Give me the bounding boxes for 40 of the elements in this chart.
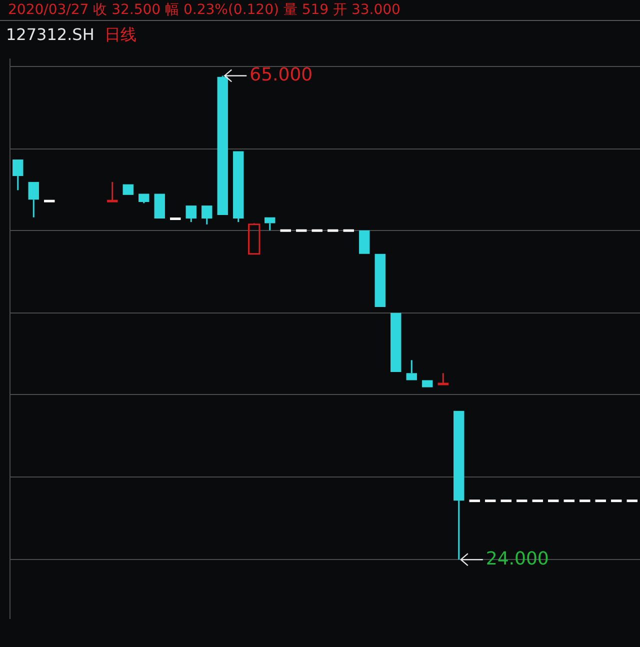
- candlestick: [217, 74, 228, 215]
- candlestick: [328, 229, 338, 232]
- candlestick: [626, 500, 638, 502]
- text: 日线: [104, 25, 136, 44]
- candlestick: [359, 230, 370, 254]
- chart-title: 127312.SH: [6, 25, 94, 44]
- candlestick: [122, 184, 134, 195]
- candlestick: [438, 372, 448, 386]
- candlestick: [312, 229, 322, 232]
- candlestick: [595, 500, 606, 502]
- candlestick: [343, 229, 354, 232]
- candlestick: [485, 500, 496, 502]
- candlestick: [280, 229, 291, 232]
- candlestick: [548, 500, 559, 502]
- candlestick: [406, 359, 417, 380]
- annotation: 65.000: [250, 64, 313, 86]
- candlestick: [469, 500, 480, 502]
- candlestick: [532, 500, 543, 502]
- candlestick: [233, 151, 244, 223]
- candlestick: [564, 500, 574, 502]
- candlestick: [422, 380, 433, 388]
- candlestick: [580, 500, 590, 502]
- candlestick: [202, 206, 212, 226]
- candlestick: [264, 217, 276, 232]
- candlestick: [107, 181, 118, 202]
- candlestick: [28, 182, 39, 218]
- candlestick: [500, 500, 512, 502]
- candlestick: [611, 500, 622, 502]
- candlestick: [296, 229, 307, 232]
- candlestick: [12, 160, 24, 191]
- candlestick: [454, 410, 464, 560]
- annotation: 24.000: [486, 548, 549, 570]
- candlestick: [44, 200, 55, 202]
- text: 2020/03/27 收 32.500 幅 0.23%(0.120) 量 519 开 33.000: [0, 0, 640, 21]
- candlestick: [186, 206, 196, 223]
- candlestick: [374, 254, 386, 308]
- candlestick: [516, 500, 528, 502]
- candlestick: [390, 312, 402, 372]
- candlestick: [170, 218, 181, 220]
- candlestick: [154, 194, 165, 219]
